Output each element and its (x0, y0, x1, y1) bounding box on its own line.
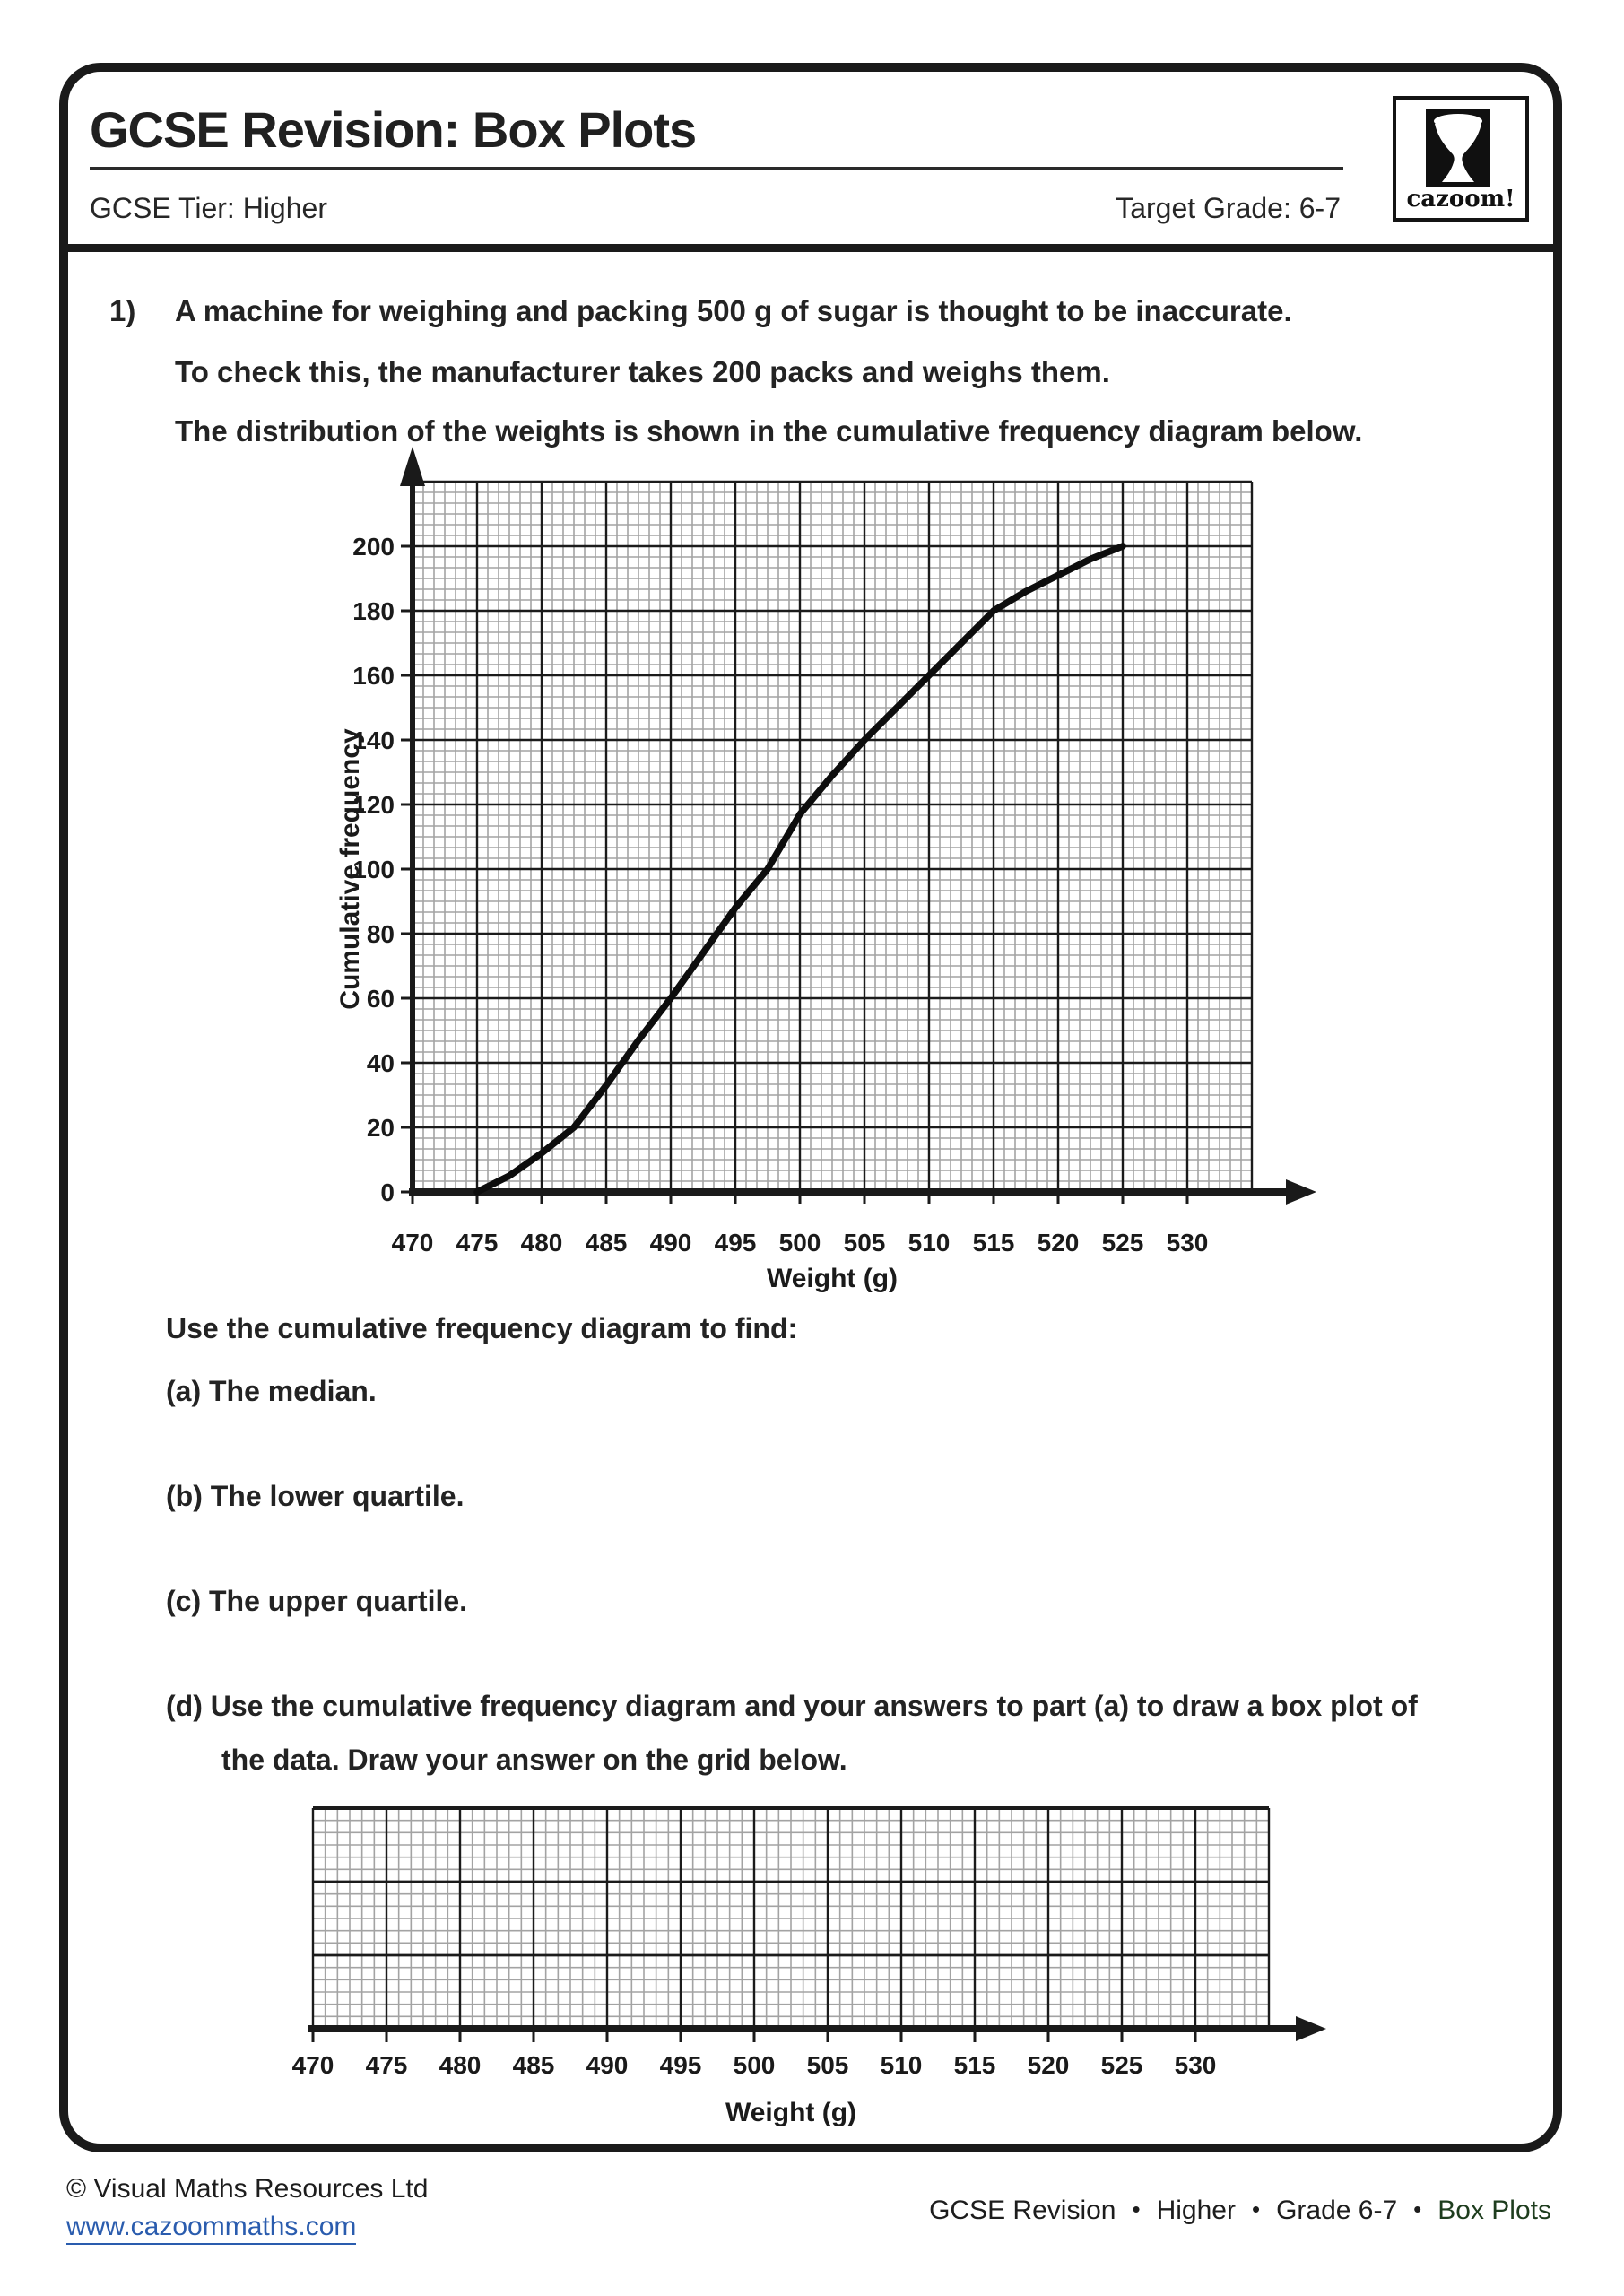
copyright-text: © Visual Maths Resources Ltd (66, 2174, 429, 2204)
task-intro: Use the cumulative frequency diagram to … (166, 1312, 798, 1344)
svg-text:530: 530 (1175, 2051, 1217, 2079)
svg-text:520: 520 (1038, 1229, 1080, 1257)
drum-icon (1434, 114, 1482, 182)
logo-drum-panel (1426, 109, 1490, 187)
svg-text:525: 525 (1101, 2051, 1143, 2079)
svg-text:0: 0 (380, 1178, 395, 1206)
svg-text:510: 510 (908, 1229, 951, 1257)
svg-text:Cumulative frequency: Cumulative frequency (335, 728, 365, 1010)
svg-text:20: 20 (367, 1114, 395, 1142)
question-line-1: A machine for weighing and packing 500 g… (175, 294, 1292, 327)
svg-text:525: 525 (1102, 1229, 1144, 1257)
svg-text:480: 480 (521, 1229, 563, 1257)
svg-text:475: 475 (456, 1229, 499, 1257)
svg-text:490: 490 (586, 2051, 629, 2079)
website-link[interactable]: www.cazoommaths.com (66, 2212, 357, 2245)
svg-text:475: 475 (366, 2051, 408, 2079)
svg-text:485: 485 (513, 2051, 555, 2079)
svg-text:100: 100 (352, 856, 395, 883)
svg-text:500: 500 (734, 2051, 776, 2079)
svg-text:160: 160 (352, 662, 395, 690)
svg-text:470: 470 (392, 1229, 434, 1257)
page-title: GCSE Revision: Box Plots (90, 101, 697, 158)
question-line-2: To check this, the manufacturer takes 20… (175, 355, 1110, 388)
tier-label: GCSE Tier: Higher (90, 192, 327, 224)
svg-text:200: 200 (352, 533, 395, 561)
svg-text:470: 470 (292, 2051, 334, 2079)
task-d-line-1: (d) Use the cumulative frequency diagram… (166, 1690, 1418, 1722)
footer-part-tier: Higher (1156, 2196, 1236, 2225)
header-divider (59, 244, 1562, 252)
svg-text:Weight (g): Weight (g) (725, 2098, 856, 2127)
footer-part-grade: Grade 6-7 (1276, 2196, 1398, 2225)
cumulative-frequency-chart: 470 475 480 485 490 495 500 505 510 515 520 525 530 0… (335, 447, 1316, 1293)
question-line-3: The distribution of the weights is shown… (175, 414, 1363, 448)
svg-text:495: 495 (660, 2051, 702, 2079)
logo-wordmark: cazoom! (1406, 186, 1515, 213)
title-underline (90, 167, 1343, 170)
bullet-icon: • (1132, 2196, 1141, 2222)
target-grade-label: Target Grade: 6-7 (1116, 192, 1341, 224)
svg-text:485: 485 (586, 1229, 628, 1257)
task-c: (c) The upper quartile. (166, 1585, 468, 1617)
svg-text:505: 505 (807, 2051, 849, 2079)
svg-text:530: 530 (1167, 1229, 1209, 1257)
svg-text:510: 510 (881, 2051, 923, 2079)
task-d-line-2: the data. Draw your answer on the grid b… (221, 1744, 847, 1776)
box-plot-answer-grid: 470 475 480 485 490 495 500 505 510 515 520 525 530 W… (292, 1806, 1326, 2127)
page-border (59, 63, 1562, 2152)
svg-text:490: 490 (650, 1229, 692, 1257)
task-b: (b) The lower quartile. (166, 1480, 465, 1512)
cazoom-logo: cazoom! (1393, 96, 1529, 222)
svg-text:520: 520 (1028, 2051, 1070, 2079)
svg-text:60: 60 (367, 985, 395, 1013)
svg-text:Weight (g): Weight (g) (767, 1264, 898, 1293)
footer-part-revision: GCSE Revision (929, 2196, 1116, 2225)
svg-text:505: 505 (844, 1229, 886, 1257)
bullet-icon: • (1413, 2196, 1422, 2222)
svg-text:80: 80 (367, 920, 395, 948)
svg-text:515: 515 (954, 2051, 996, 2079)
footer-topic: Box Plots (1437, 2196, 1551, 2225)
svg-text:515: 515 (973, 1229, 1015, 1257)
svg-text:40: 40 (367, 1049, 395, 1077)
svg-text:120: 120 (352, 791, 395, 819)
svg-text:480: 480 (439, 2051, 482, 2079)
svg-text:180: 180 (352, 597, 395, 625)
svg-text:495: 495 (715, 1229, 757, 1257)
footer-breadcrumb: GCSE Revision • Higher • Grade 6-7 • Box Plots (717, 2196, 1551, 2226)
bullet-icon: • (1251, 2196, 1261, 2222)
question-number: 1) (109, 294, 136, 327)
svg-text:500: 500 (779, 1229, 821, 1257)
task-a: (a) The median. (166, 1375, 377, 1407)
svg-text:140: 140 (352, 726, 395, 754)
